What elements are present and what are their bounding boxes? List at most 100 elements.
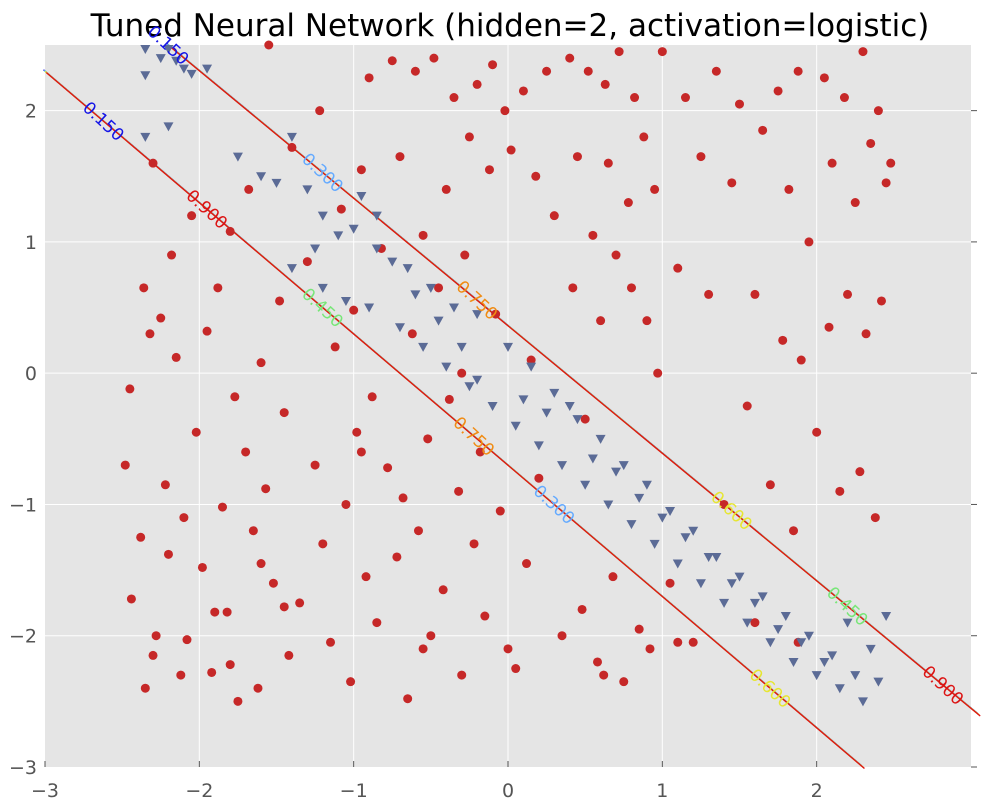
data-point-circle <box>572 152 582 162</box>
data-point-circle <box>418 230 428 240</box>
data-point-triangle <box>487 402 498 411</box>
data-point-circle <box>279 602 289 612</box>
data-point-triangle <box>734 572 745 582</box>
y-tick-label: 0 <box>25 363 37 385</box>
data-point-triangle <box>232 152 243 162</box>
data-point-triangle <box>634 493 645 503</box>
data-point-triangle <box>364 303 375 313</box>
data-point-circle <box>295 598 305 608</box>
data-point-circle <box>392 552 402 562</box>
data-point-triangle <box>371 244 382 254</box>
data-point-circle <box>160 480 170 490</box>
data-point-circle <box>261 484 271 494</box>
data-point-triangle <box>541 408 552 418</box>
data-point-triangle <box>472 310 483 320</box>
data-point-circle <box>449 93 459 103</box>
data-point-triangle <box>472 375 483 385</box>
data-point-circle <box>202 326 212 336</box>
data-point-circle <box>264 40 274 50</box>
data-point-triangle <box>788 657 799 667</box>
data-point-triangle <box>742 618 753 628</box>
data-point-circle <box>429 53 439 63</box>
y-tick-label: −1 <box>9 494 37 516</box>
data-point-circle <box>639 132 649 142</box>
y-tick-label: 2 <box>25 101 37 123</box>
data-point-circle <box>608 572 618 582</box>
data-point-circle <box>207 667 217 677</box>
data-point-triangle <box>202 64 213 74</box>
data-point-triangle <box>626 520 637 530</box>
data-point-circle <box>773 86 783 96</box>
data-point-circle <box>315 106 325 116</box>
data-point-circle <box>438 585 448 595</box>
data-point-circle <box>557 631 567 641</box>
data-point-triangle <box>564 402 575 411</box>
data-point-triangle <box>256 172 267 182</box>
data-point-circle <box>148 650 158 660</box>
data-point-circle <box>318 539 328 549</box>
data-point-triangle <box>456 342 467 352</box>
data-point-circle <box>742 401 752 411</box>
data-point-circle <box>441 184 451 194</box>
data-point-circle <box>302 257 312 267</box>
data-point-circle <box>361 572 371 582</box>
data-point-circle <box>719 499 729 509</box>
data-point-circle <box>140 683 150 693</box>
data-point-triangle <box>695 579 706 589</box>
data-point-circle <box>491 309 501 319</box>
data-point-circle <box>711 66 721 76</box>
data-point-circle <box>549 211 559 221</box>
data-point-triangle <box>286 264 297 274</box>
data-point-circle <box>623 198 633 208</box>
data-point-circle <box>336 204 346 214</box>
data-point-triangle <box>680 533 691 543</box>
data-point-circle <box>784 184 794 194</box>
data-point-triangle <box>703 552 714 562</box>
data-point-circle <box>268 578 278 588</box>
data-point-circle <box>156 313 166 323</box>
data-point-triangle <box>402 264 413 274</box>
data-point-circle <box>210 607 220 617</box>
data-point-circle <box>346 677 356 687</box>
data-point-circle <box>593 657 603 667</box>
data-point-circle <box>225 226 235 236</box>
data-point-triangle <box>749 598 760 608</box>
data-point-circle <box>688 637 698 647</box>
data-point-circle <box>881 178 891 188</box>
data-point-circle <box>500 106 510 116</box>
data-point-triangle <box>773 625 784 635</box>
data-point-circle <box>861 329 871 339</box>
data-point-circle <box>796 355 806 365</box>
data-point-circle <box>596 316 606 326</box>
data-point-circle <box>789 526 799 536</box>
data-point-circle <box>356 165 366 175</box>
data-point-triangle <box>641 480 652 490</box>
data-point-circle <box>222 607 232 617</box>
x-tick-label: 2 <box>811 780 823 802</box>
data-point-circle <box>176 670 186 680</box>
x-tick-label: 1 <box>656 780 668 802</box>
data-point-circle <box>657 47 667 57</box>
data-point-circle <box>341 499 351 509</box>
data-point-triangle <box>178 64 189 74</box>
data-point-triangle <box>595 434 606 444</box>
data-point-circle <box>503 644 513 654</box>
data-point-circle <box>284 650 294 660</box>
data-point-circle <box>126 594 136 604</box>
data-point-circle <box>120 460 130 470</box>
data-point-circle <box>233 696 243 706</box>
data-point-circle <box>673 637 683 647</box>
data-point-circle <box>812 427 822 437</box>
data-point-triangle <box>317 211 328 221</box>
data-point-triangle <box>665 507 676 517</box>
data-point-circle <box>665 578 675 588</box>
data-point-circle <box>600 79 610 89</box>
data-point-circle <box>488 60 498 70</box>
data-point-triangle <box>657 513 668 523</box>
data-point-circle <box>611 250 621 260</box>
data-point-triangle <box>340 296 351 306</box>
data-point-circle <box>673 263 683 273</box>
data-point-circle <box>275 296 285 306</box>
data-point-triangle <box>433 316 444 326</box>
data-point-circle <box>423 434 433 444</box>
